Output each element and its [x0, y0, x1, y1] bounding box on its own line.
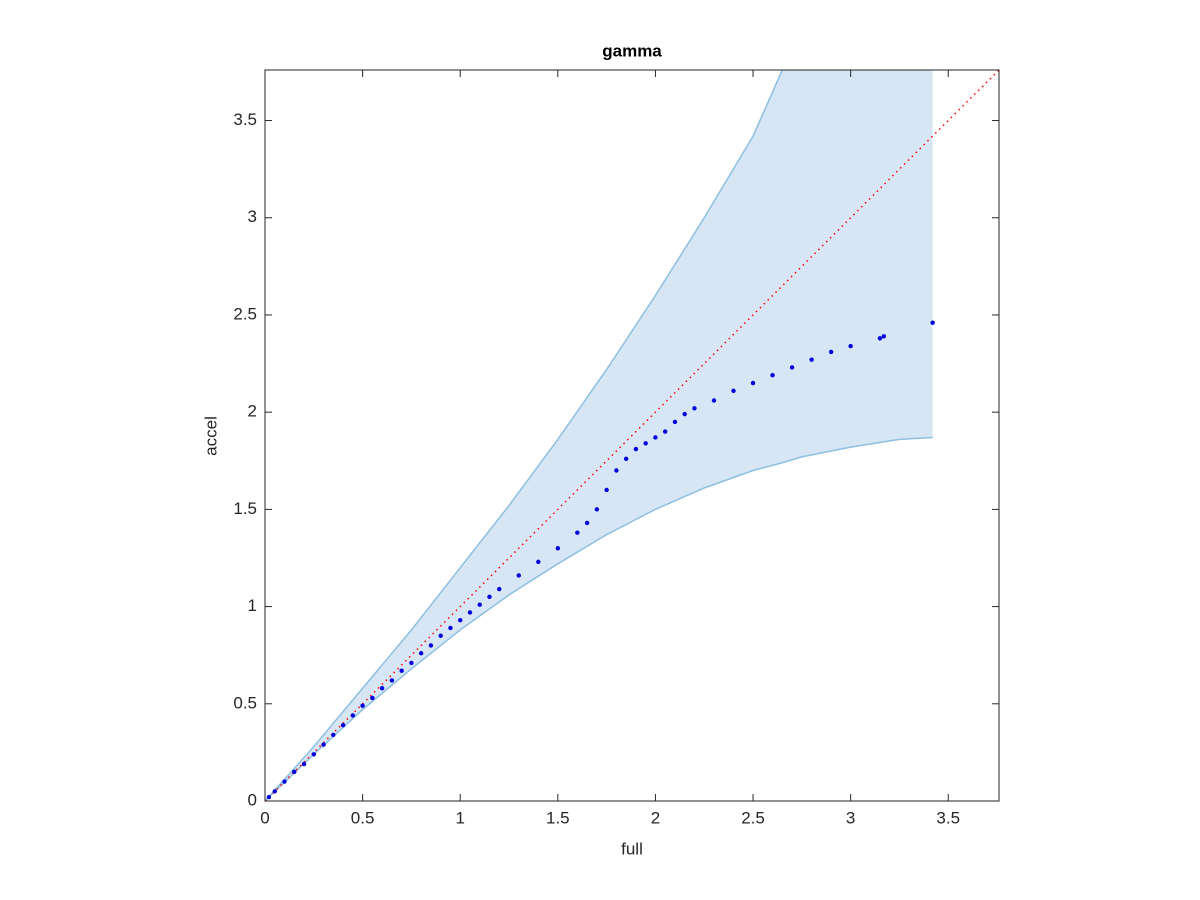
point	[477, 602, 482, 607]
point	[321, 742, 326, 747]
point	[458, 617, 463, 623]
point	[614, 468, 619, 473]
point	[370, 695, 375, 701]
point	[448, 625, 453, 631]
point	[682, 411, 687, 417]
reference-line	[265, 70, 999, 801]
point	[438, 633, 443, 638]
point	[809, 357, 814, 362]
x-tick-label: 2	[651, 808, 660, 827]
point	[292, 769, 297, 775]
point	[555, 546, 561, 551]
point	[467, 610, 473, 615]
x-tick-label: 1.5	[546, 808, 570, 827]
point	[881, 334, 887, 339]
point	[692, 406, 697, 411]
x-axis-label: full	[621, 839, 643, 858]
point	[584, 520, 590, 526]
point	[643, 441, 648, 446]
band-area	[265, 70, 933, 801]
point	[633, 446, 639, 452]
point	[428, 643, 434, 648]
y-tick-label: 2.5	[233, 304, 257, 323]
band-upper	[265, 70, 783, 801]
point	[379, 686, 385, 691]
point	[672, 419, 678, 425]
point	[418, 651, 424, 656]
y-tick-label: 1	[248, 596, 257, 615]
axes-box	[264, 69, 1000, 802]
point	[301, 761, 307, 767]
band-lower	[265, 436, 933, 801]
point	[516, 573, 521, 578]
point	[623, 456, 629, 462]
x-tick-label: 2.5	[741, 808, 765, 827]
point	[848, 343, 853, 349]
point	[828, 349, 834, 355]
point	[575, 530, 580, 535]
point	[331, 732, 336, 738]
point	[594, 507, 600, 512]
point	[399, 668, 404, 673]
point	[930, 320, 935, 325]
y-tick-label: 0.5	[233, 693, 257, 712]
point	[282, 779, 287, 784]
point	[311, 752, 317, 757]
point	[360, 703, 365, 708]
x-tick-label: 0	[260, 808, 269, 827]
point	[731, 388, 736, 393]
point	[409, 660, 414, 666]
y-tick-label: 0	[248, 790, 257, 809]
point	[653, 435, 658, 440]
y-tick-label: 3	[248, 207, 257, 226]
point	[340, 722, 346, 728]
x-tick-label: 3.5	[936, 808, 960, 827]
y-tick-label: 3.5	[233, 110, 257, 129]
point	[350, 713, 356, 718]
point	[662, 429, 668, 434]
y-tick-label: 1.5	[233, 499, 257, 518]
chart-title: gamma	[602, 41, 662, 60]
plot-area	[265, 70, 999, 801]
point	[770, 373, 775, 378]
point	[272, 789, 277, 794]
point	[877, 336, 883, 341]
point	[487, 594, 492, 600]
x-tick-label: 0.5	[351, 808, 375, 827]
point	[536, 559, 541, 565]
point	[750, 380, 756, 386]
point	[789, 365, 795, 370]
point	[711, 398, 717, 403]
x-tick-label: 3	[846, 808, 855, 827]
point	[266, 794, 272, 800]
point	[604, 487, 609, 493]
point	[389, 678, 395, 683]
y-tick-label: 2	[248, 402, 257, 421]
x-tick-label: 1	[455, 808, 464, 827]
y-axis-label: accel	[201, 416, 220, 456]
point	[497, 586, 502, 592]
